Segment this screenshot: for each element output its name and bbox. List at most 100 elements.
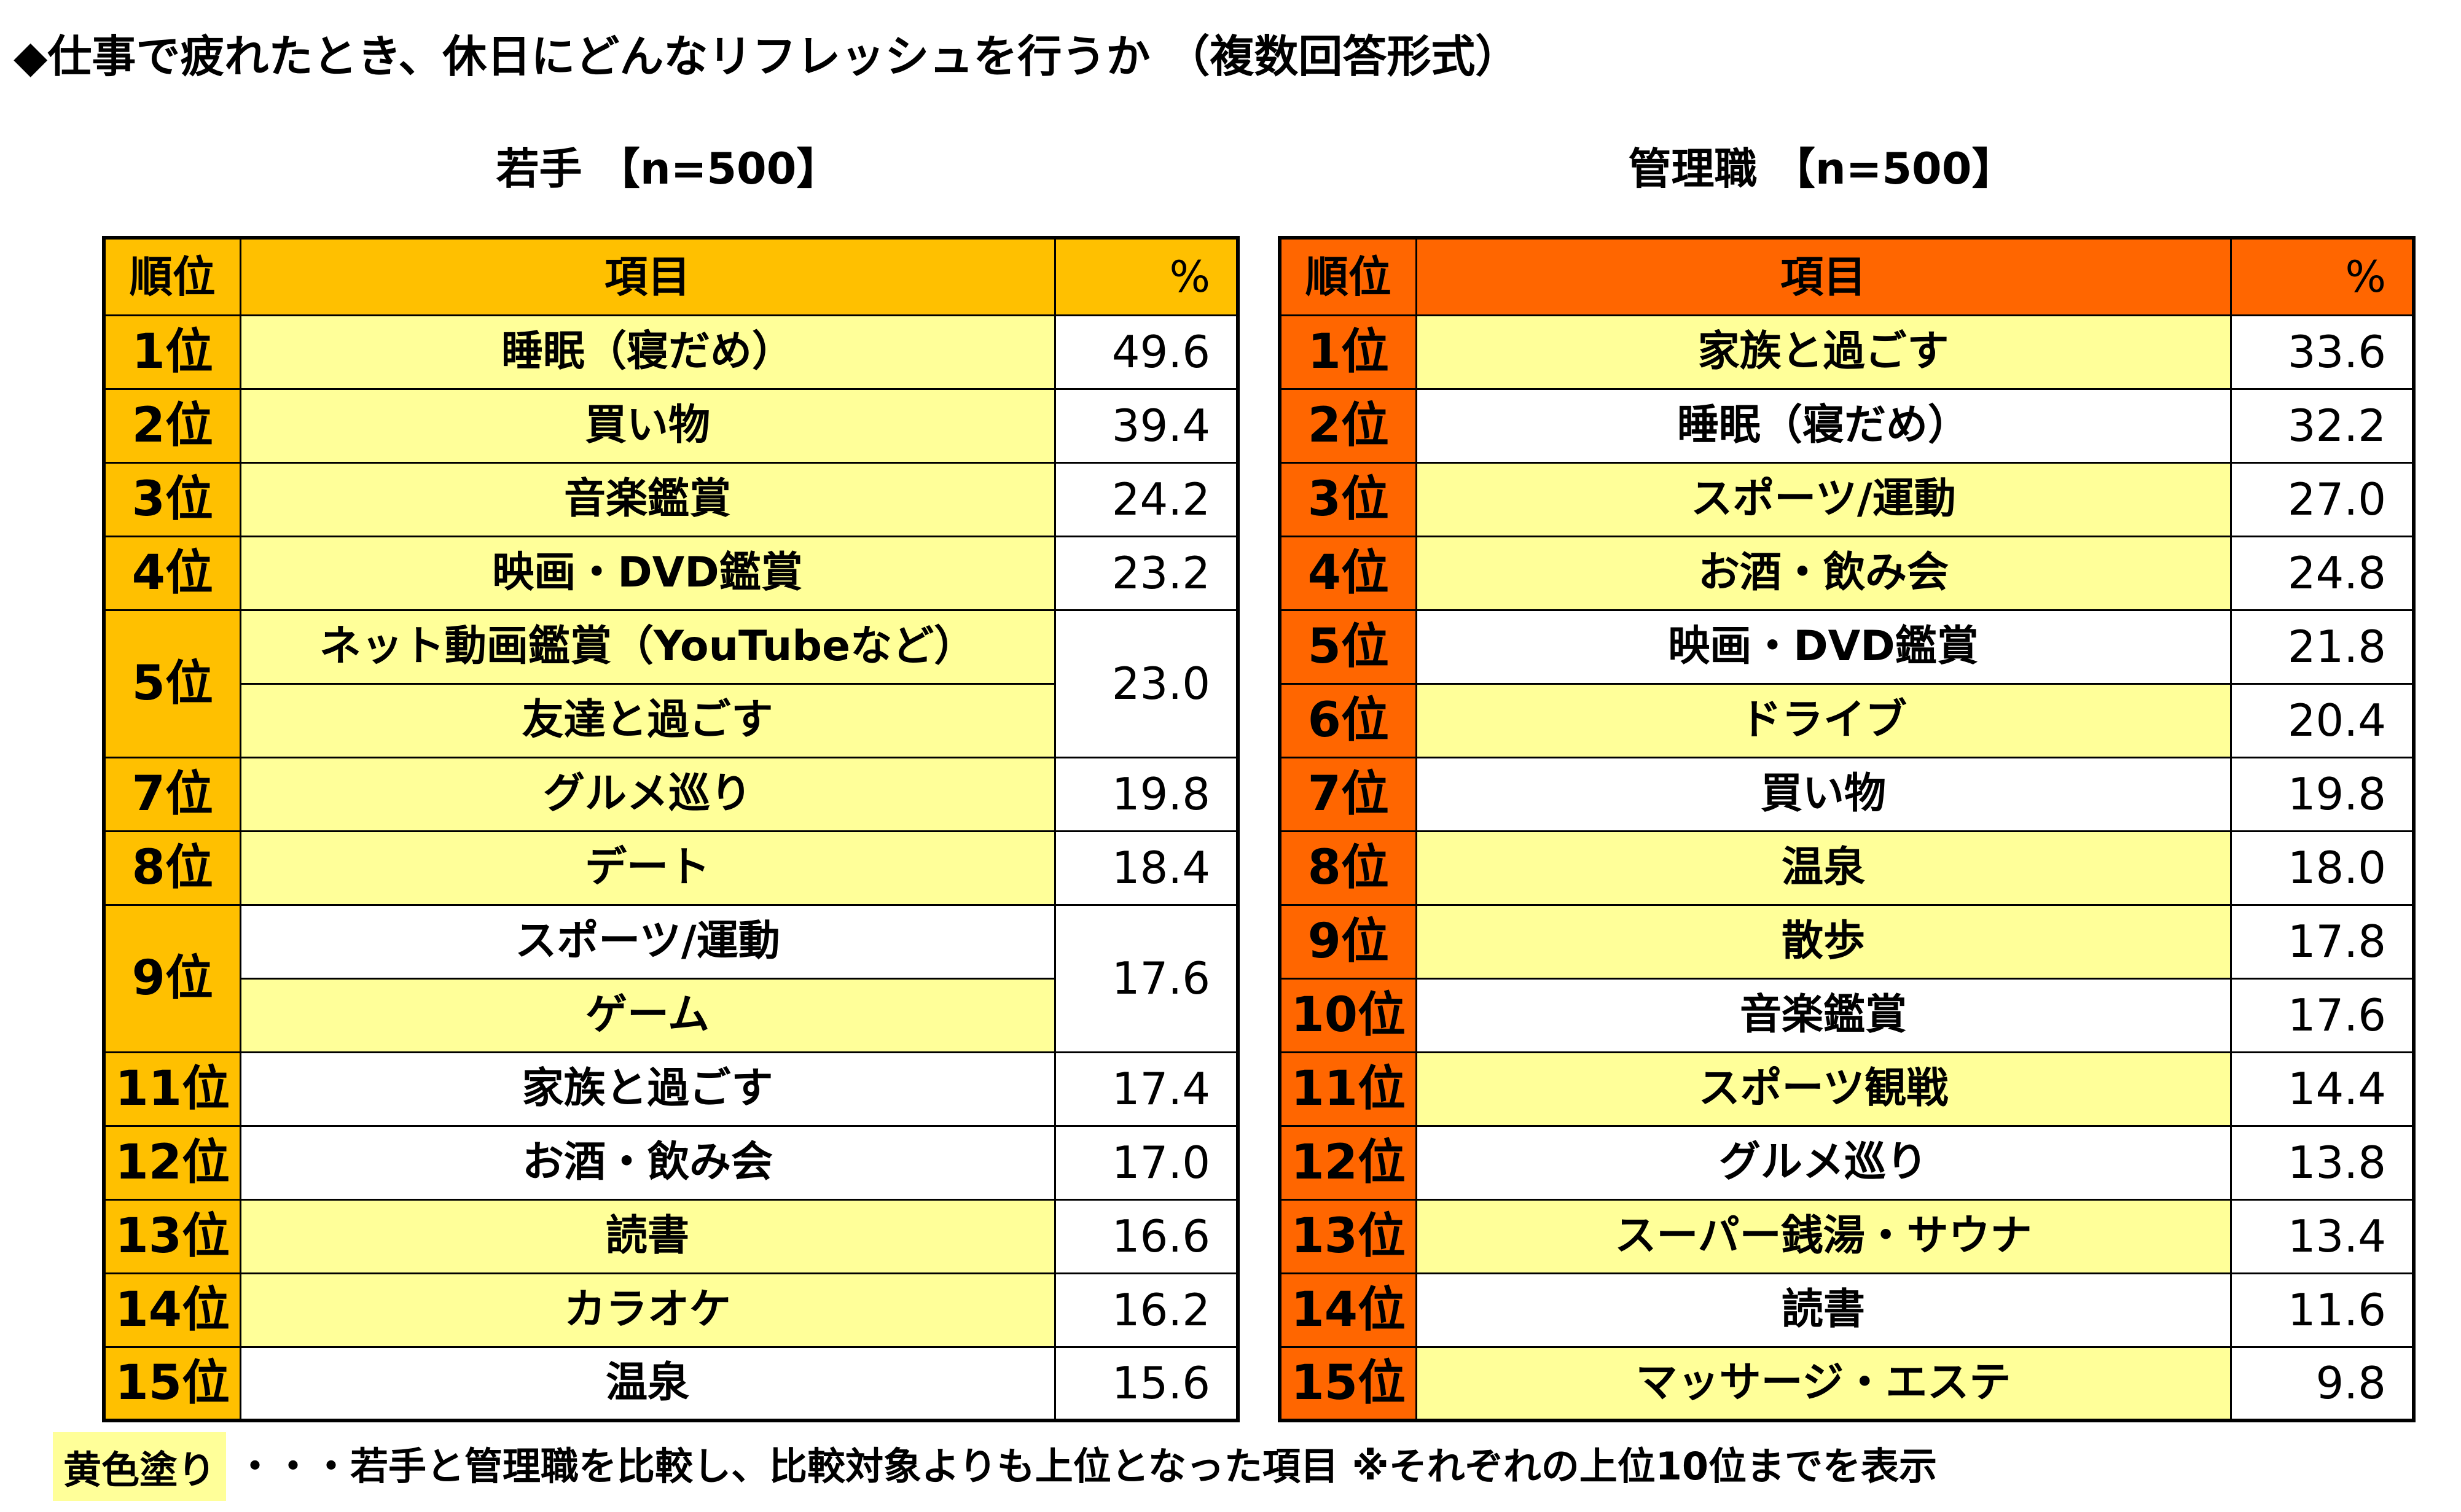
table-row: 9位 スポーツ/運動 17.6 — [103, 903, 1239, 1053]
percent-cell: 15.6 — [1054, 1346, 1239, 1422]
item-cell: ドライブ — [1415, 682, 2232, 758]
item-cell: 睡眠（寝だめ） — [1415, 388, 2232, 464]
percent-cell: 17.8 — [2229, 903, 2415, 980]
table-row: 13位 読書 16.6 — [103, 1198, 1239, 1274]
percent-cell: 32.2 — [2229, 388, 2415, 464]
item-cell: ネット動画鑑賞（YouTubeなど） — [239, 609, 1056, 685]
rank-cell: 4位 — [1278, 535, 1417, 611]
table-row: 7位 買い物 19.8 — [1278, 756, 2415, 832]
table-row: 友達と過ごす — [104, 682, 1238, 758]
table-row: 1位 家族と過ごす 33.6 — [1278, 314, 2415, 390]
header-pct: % — [2229, 236, 2415, 316]
rank-cell: 5位 — [1278, 609, 1417, 685]
table-row: 11位 家族と過ごす 17.4 — [103, 1051, 1239, 1127]
header-item: 項目 — [1415, 236, 2232, 316]
table-row: 1位 睡眠（寝だめ） 49.6 — [103, 314, 1239, 390]
page-title: ◆仕事で疲れたとき、休日にどんなリフレッシュを行うか （複数回答形式） — [14, 31, 1520, 82]
percent-cell: 17.6 — [2229, 977, 2415, 1053]
table-row: ゲーム — [104, 977, 1238, 1053]
item-cell: カラオケ — [239, 1272, 1056, 1348]
percent-cell: 9.8 — [2229, 1346, 2415, 1422]
table-row: 11位 スポーツ観戦 14.4 — [1278, 1051, 2415, 1127]
table-row: 7位 グルメ巡り 19.8 — [103, 756, 1239, 832]
item-cell: デート — [239, 830, 1056, 906]
rank-cell: 11位 — [103, 1051, 241, 1127]
rank-cell: 4位 — [103, 535, 241, 611]
legend-label: 黄色塗り — [53, 1432, 226, 1501]
item-cell: 読書 — [239, 1198, 1056, 1274]
header-row: 順位 項目% — [1278, 236, 2415, 316]
table-row: 3位 音楽鑑賞 24.2 — [103, 461, 1239, 537]
percent-cell: 23.2 — [1054, 535, 1239, 611]
table-row: 2位 睡眠（寝だめ） 32.2 — [1278, 388, 2415, 464]
percent-cell: 16.6 — [1054, 1198, 1239, 1274]
percent-cell: 17.6 — [1054, 903, 1239, 1053]
table-row: 14位 カラオケ 16.2 — [103, 1272, 1239, 1348]
item-cell: ゲーム — [239, 977, 1056, 1053]
table-row: 13位 スーパー銭湯・サウナ 13.4 — [1278, 1198, 2415, 1274]
item-cell: 音楽鑑賞 — [1415, 977, 2232, 1053]
item-cell: 買い物 — [239, 388, 1056, 464]
table-row: 8位 温泉 18.0 — [1278, 830, 2415, 906]
table-row: 2位 買い物 39.4 — [103, 388, 1239, 464]
item-cell: スーパー銭湯・サウナ — [1415, 1198, 2232, 1274]
percent-cell: 20.4 — [2229, 682, 2415, 758]
percent-cell: 18.4 — [1054, 830, 1239, 906]
item-cell: 温泉 — [239, 1346, 1056, 1422]
item-cell: スポーツ/運動 — [1415, 461, 2232, 537]
young-ranking-table: 順位 項目% 1位 睡眠（寝だめ） 49.6 2位 買い物 39.4 3位 音楽鑑賞 24.2 4位映… — [102, 236, 1240, 1422]
item-cell: スポーツ観戦 — [1415, 1051, 2232, 1127]
rank-cell: 13位 — [103, 1198, 241, 1274]
rank-cell: 13位 — [1278, 1198, 1417, 1274]
percent-cell: 18.0 — [2229, 830, 2415, 906]
rank-cell: 1位 — [103, 314, 241, 390]
percent-cell: 49.6 — [1054, 314, 1239, 390]
table-row: 15位 温泉 15.6 — [103, 1346, 1239, 1422]
rank-cell: 8位 — [1278, 830, 1417, 906]
item-cell: 温泉 — [1415, 830, 2232, 906]
table-row: 15位 マッサージ・エステ 9.8 — [1278, 1346, 2415, 1422]
percent-cell: 19.8 — [1054, 756, 1239, 832]
item-cell: 友達と過ごす — [239, 682, 1056, 758]
table-row: 12位 グルメ巡り 13.8 — [1278, 1124, 2415, 1201]
table-row: 4位 映画・DVD鑑賞 23.2 — [103, 535, 1239, 611]
rank-cell: 3位 — [103, 461, 241, 537]
rank-cell: 12位 — [1278, 1124, 1417, 1201]
item-cell: 買い物 — [1415, 756, 2232, 832]
rank-cell: 12位 — [103, 1124, 241, 1201]
rank-cell: 6位 — [1278, 682, 1417, 758]
rank-cell: 11位 — [1278, 1051, 1417, 1127]
table-row: 5位 ネット動画鑑賞（YouTubeなど） 23.0 — [103, 609, 1239, 758]
percent-cell: 17.0 — [1054, 1124, 1239, 1201]
table-row: 6位 ドライブ 20.4 — [1278, 682, 2415, 758]
table-row: 3位 スポーツ/運動 27.0 — [1278, 461, 2415, 537]
table-row: 8位 デート 18.4 — [103, 830, 1239, 906]
percent-cell: 33.6 — [2229, 314, 2415, 390]
rank-cell: 2位 — [103, 388, 241, 464]
item-cell: 映画・DVD鑑賞 — [239, 535, 1056, 611]
rank-cell: 3位 — [1278, 461, 1417, 537]
rank-cell: 14位 — [1278, 1272, 1417, 1348]
percent-cell: 24.2 — [1054, 461, 1239, 537]
item-cell: グルメ巡り — [1415, 1124, 2232, 1201]
legend-text: ・・・若手と管理職を比較し、比較対象よりも上位となった項目 ※それぞれの上位10… — [236, 1444, 1938, 1489]
table-row: 9位 散歩 17.8 — [1278, 903, 2415, 980]
manager-subtitle: 管理職 【n=500】 — [1628, 144, 2015, 194]
rank-cell: 5位 — [103, 609, 241, 758]
item-cell: 読書 — [1415, 1272, 2232, 1348]
table-row: 5位 映画・DVD鑑賞 21.8 — [1278, 609, 2415, 685]
percent-cell: 27.0 — [2229, 461, 2415, 537]
item-cell: 睡眠（寝だめ） — [239, 314, 1056, 390]
item-cell: スポーツ/運動 — [239, 903, 1056, 980]
item-cell: 音楽鑑賞 — [239, 461, 1056, 537]
table-row: 4位 お酒・飲み会 24.8 — [1278, 535, 2415, 611]
percent-cell: 16.2 — [1054, 1272, 1239, 1348]
table-row: 12位 お酒・飲み会 17.0 — [103, 1124, 1239, 1201]
rank-cell: 1位 — [1278, 314, 1417, 390]
header-row: 順位 項目% — [103, 236, 1239, 316]
percent-cell: 24.8 — [2229, 535, 2415, 611]
percent-cell: 14.4 — [2229, 1051, 2415, 1127]
item-cell: お酒・飲み会 — [1415, 535, 2232, 611]
percent-cell: 39.4 — [1054, 388, 1239, 464]
table-row: 10位 音楽鑑賞 17.6 — [1278, 977, 2415, 1053]
